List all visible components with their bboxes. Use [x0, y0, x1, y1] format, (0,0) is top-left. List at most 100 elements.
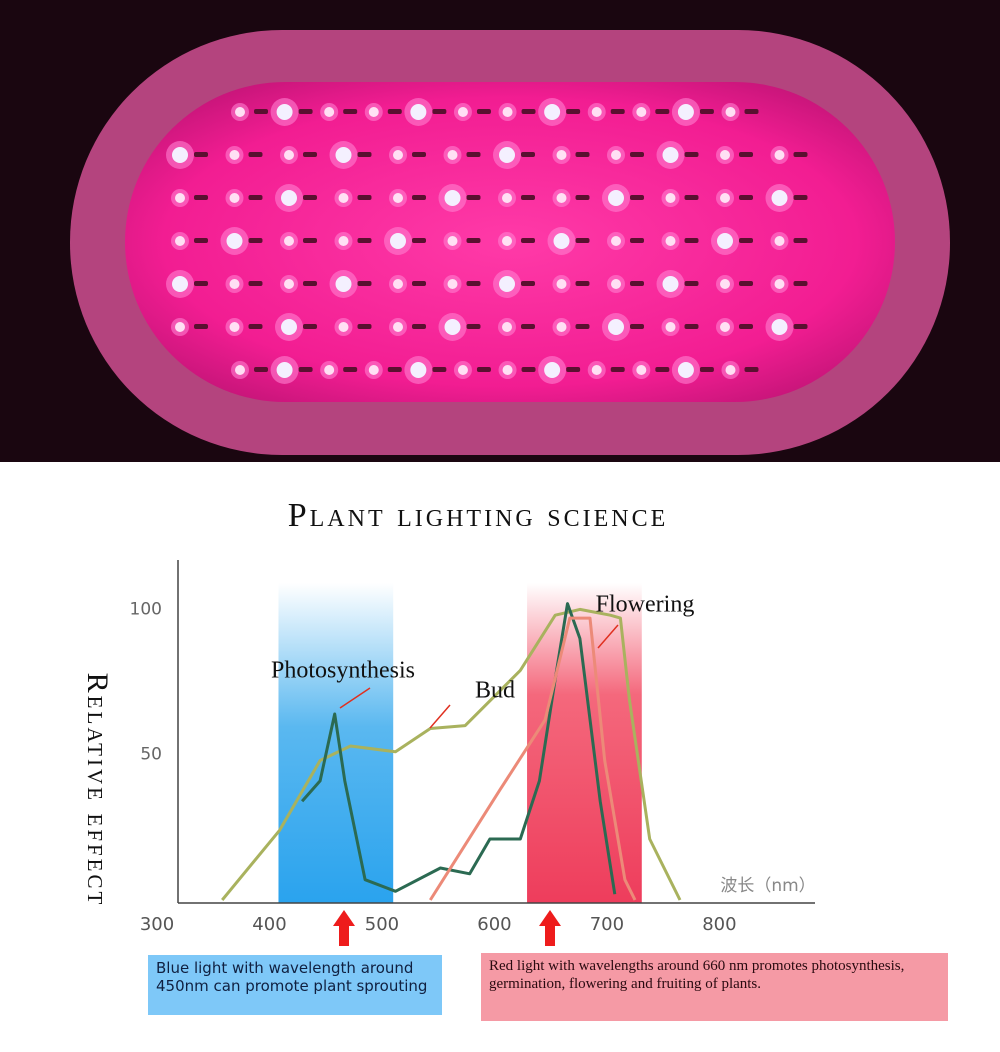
series-line — [300, 602, 617, 895]
led-pad — [387, 367, 402, 372]
led-pad — [412, 324, 426, 329]
led-pad — [684, 324, 699, 329]
led — [591, 107, 602, 117]
led-pad — [248, 152, 263, 157]
led — [368, 365, 379, 375]
led-pad — [357, 281, 372, 286]
led-pad — [699, 367, 714, 372]
y-tick-label: 100 — [130, 599, 162, 619]
led-pad — [630, 281, 644, 286]
led — [662, 147, 679, 163]
led — [175, 236, 185, 246]
led-array — [166, 98, 808, 384]
led-pad — [575, 281, 590, 286]
led-pad — [575, 152, 590, 157]
led-pad — [466, 281, 481, 286]
chart-title: Plant lighting science — [288, 497, 669, 534]
led-pad — [412, 152, 426, 157]
led — [457, 107, 468, 117]
led — [636, 365, 647, 375]
annotation-pointer — [429, 704, 451, 729]
y-axis-title: Relative effect — [81, 673, 114, 908]
led-pad — [521, 195, 535, 200]
led — [172, 147, 188, 163]
led-pad — [684, 281, 699, 286]
led-pad — [357, 324, 372, 329]
led — [444, 190, 461, 206]
led — [608, 319, 624, 335]
led-pad — [521, 109, 536, 114]
led-pad — [476, 109, 491, 114]
led — [229, 193, 240, 203]
led-pad — [432, 109, 447, 114]
x-tick-label: 600 — [477, 914, 511, 935]
led-pad — [521, 238, 535, 243]
led — [665, 322, 676, 332]
led-pad — [466, 324, 481, 329]
led — [665, 236, 676, 246]
led-pad — [630, 238, 644, 243]
led — [502, 193, 512, 203]
x-tick-label: 400 — [252, 914, 286, 935]
led-pad — [343, 109, 358, 114]
led-pad — [655, 367, 670, 372]
led-pad — [630, 152, 644, 157]
annotation-label: Bud — [475, 678, 515, 704]
led-pad — [303, 281, 317, 286]
led — [393, 279, 403, 289]
led — [502, 236, 512, 246]
led-pad — [298, 109, 313, 114]
led — [771, 190, 788, 206]
caption-blue: Blue light with wavelength around 450nm … — [148, 955, 442, 1015]
led — [544, 362, 561, 378]
led-pad — [466, 152, 481, 157]
led-pad — [303, 238, 317, 243]
led — [447, 279, 458, 289]
led — [544, 104, 561, 120]
led — [444, 319, 461, 335]
led — [556, 322, 567, 332]
arrow — [333, 910, 355, 946]
led — [276, 362, 293, 378]
led — [229, 279, 240, 289]
led-pad — [194, 195, 208, 200]
led — [457, 365, 468, 375]
led — [611, 150, 621, 160]
led-pad — [476, 367, 491, 372]
led — [447, 236, 458, 246]
led — [662, 276, 679, 292]
led-pad — [466, 238, 481, 243]
led-pad — [303, 195, 317, 200]
led-pad — [412, 281, 426, 286]
led-pad — [254, 367, 268, 372]
led-pad — [739, 152, 753, 157]
led — [390, 233, 406, 249]
caption-red: Red light with wavelengths around 660 nm… — [481, 953, 948, 1021]
annotation-label: Flowering — [596, 592, 695, 618]
led-pad — [630, 195, 644, 200]
led-pad — [303, 324, 317, 329]
led — [281, 319, 297, 335]
led — [281, 190, 297, 206]
x-tick-label: 300 — [140, 914, 174, 935]
led-pad — [684, 152, 699, 157]
led — [502, 107, 513, 117]
led-pad — [387, 109, 402, 114]
led — [447, 150, 458, 160]
led-pad — [357, 238, 372, 243]
wavelength-band — [278, 583, 394, 903]
led — [556, 150, 567, 160]
led — [502, 365, 513, 375]
led-pad — [521, 281, 535, 286]
x-tick-label: 500 — [365, 914, 399, 935]
led-pad — [739, 238, 753, 243]
y-tick-label: 50 — [140, 745, 162, 765]
led — [725, 107, 736, 117]
led — [636, 107, 647, 117]
led-pad — [566, 367, 581, 372]
led-pad — [699, 109, 714, 114]
led-pad — [194, 281, 208, 286]
led-pad — [194, 152, 208, 157]
led — [771, 319, 788, 335]
